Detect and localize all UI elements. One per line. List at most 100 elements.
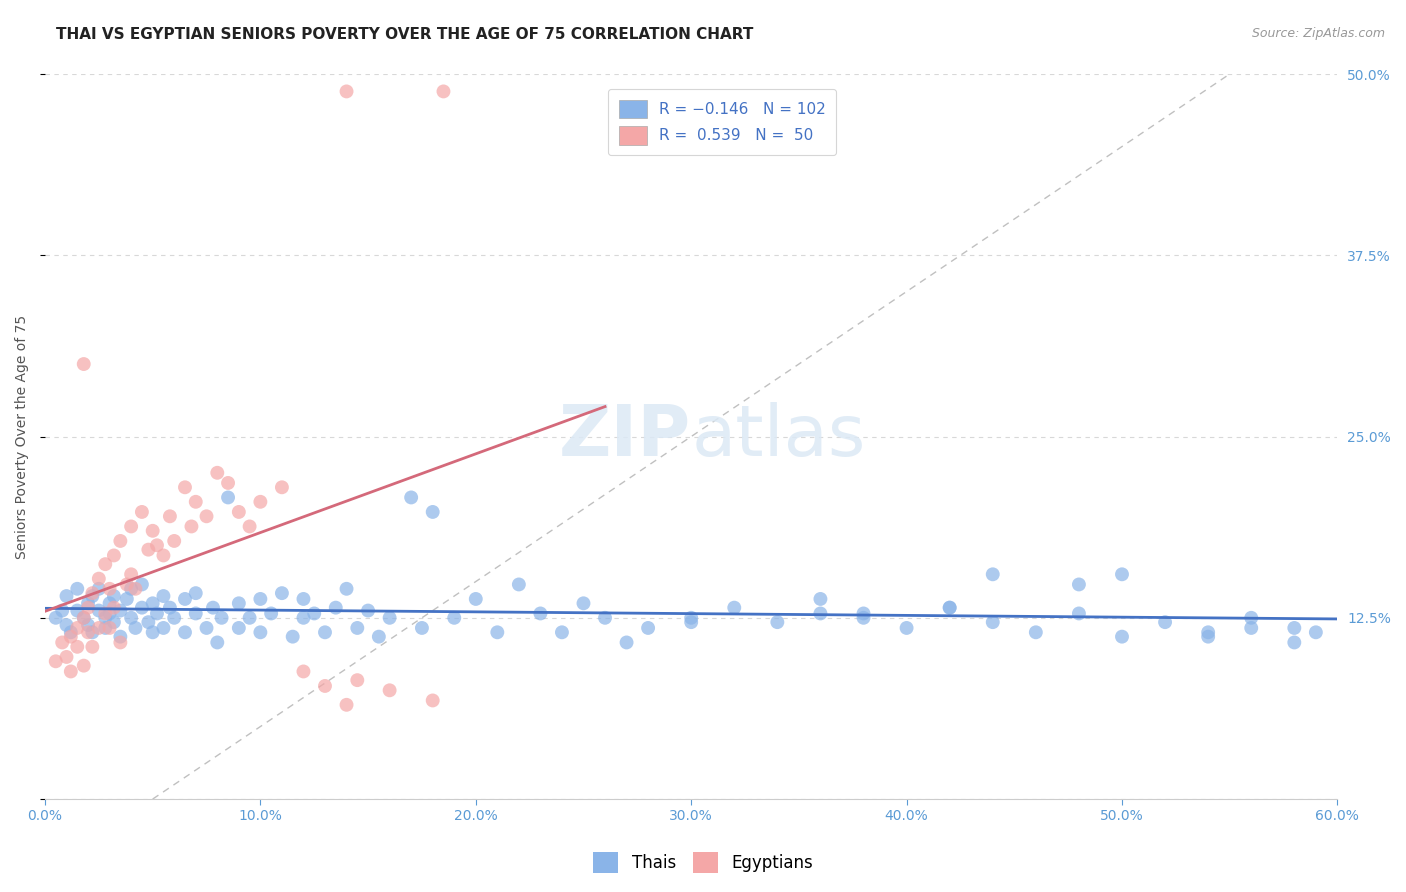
Point	[1284, 621, 1306, 635]
Point	[51, 635, 73, 649]
Point	[82, 625, 104, 640]
Point	[124, 621, 146, 635]
Point	[98, 621, 121, 635]
Point	[66, 621, 89, 635]
Point	[217, 491, 239, 505]
Point	[174, 625, 197, 640]
Point	[938, 600, 960, 615]
Point	[249, 625, 271, 640]
Point	[159, 509, 181, 524]
Point	[142, 596, 165, 610]
Point	[217, 475, 239, 490]
Point	[723, 600, 745, 615]
Point	[152, 589, 174, 603]
Point	[1197, 630, 1219, 644]
Point	[82, 589, 104, 603]
Point	[55, 589, 77, 603]
Point	[59, 630, 82, 644]
Legend: Thais, Egyptians: Thais, Egyptians	[586, 846, 820, 880]
Point	[94, 557, 117, 571]
Point	[120, 611, 142, 625]
Point	[180, 519, 202, 533]
Point	[681, 611, 703, 625]
Point	[77, 618, 100, 632]
Point	[152, 621, 174, 635]
Point	[810, 607, 832, 621]
Point	[98, 582, 121, 596]
Point	[249, 495, 271, 509]
Point	[1025, 625, 1047, 640]
Point	[184, 607, 207, 621]
Point	[138, 615, 160, 629]
Point	[1111, 630, 1133, 644]
Point	[110, 630, 132, 644]
Point	[443, 611, 465, 625]
Point	[399, 491, 422, 505]
Point	[981, 567, 1004, 582]
Point	[184, 586, 207, 600]
Point	[432, 84, 454, 98]
Point	[115, 591, 138, 606]
Point	[73, 611, 96, 625]
Point	[55, 649, 77, 664]
Point	[103, 615, 125, 629]
Point	[124, 582, 146, 596]
Point	[45, 654, 67, 668]
Point	[529, 607, 551, 621]
Point	[77, 625, 100, 640]
Point	[94, 611, 117, 625]
Point	[45, 611, 67, 625]
Point	[120, 519, 142, 533]
Point	[142, 524, 165, 538]
Legend: R = −0.146   N = 102, R =  0.539   N =  50: R = −0.146 N = 102, R = 0.539 N = 50	[609, 89, 837, 155]
Point	[852, 607, 875, 621]
Point	[314, 625, 336, 640]
Point	[59, 625, 82, 640]
Text: ZIP: ZIP	[560, 402, 692, 471]
Point	[1154, 615, 1177, 629]
Point	[174, 480, 197, 494]
Point	[335, 698, 357, 712]
Point	[228, 621, 250, 635]
Point	[249, 591, 271, 606]
Point	[146, 607, 169, 621]
Point	[896, 621, 918, 635]
Point	[335, 84, 357, 98]
Point	[73, 611, 96, 625]
Point	[98, 607, 121, 621]
Point	[184, 495, 207, 509]
Point	[616, 635, 638, 649]
Point	[593, 611, 616, 625]
Point	[281, 630, 304, 644]
Point	[508, 577, 530, 591]
Point	[110, 635, 132, 649]
Point	[1240, 611, 1263, 625]
Point	[87, 572, 110, 586]
Point	[367, 630, 389, 644]
Point	[260, 607, 283, 621]
Point	[110, 533, 132, 548]
Point	[411, 621, 433, 635]
Point	[346, 621, 368, 635]
Point	[207, 466, 229, 480]
Point	[1197, 625, 1219, 640]
Point	[572, 596, 595, 610]
Text: Source: ZipAtlas.com: Source: ZipAtlas.com	[1251, 27, 1385, 40]
Point	[55, 618, 77, 632]
Point	[152, 549, 174, 563]
Point	[131, 505, 153, 519]
Point	[174, 591, 197, 606]
Text: atlas: atlas	[692, 402, 866, 471]
Point	[77, 600, 100, 615]
Point	[981, 615, 1004, 629]
Point	[66, 640, 89, 654]
Point	[292, 665, 315, 679]
Point	[228, 596, 250, 610]
Point	[120, 567, 142, 582]
Point	[314, 679, 336, 693]
Point	[87, 582, 110, 596]
Point	[239, 519, 262, 533]
Point	[357, 603, 380, 617]
Point	[810, 591, 832, 606]
Point	[131, 577, 153, 591]
